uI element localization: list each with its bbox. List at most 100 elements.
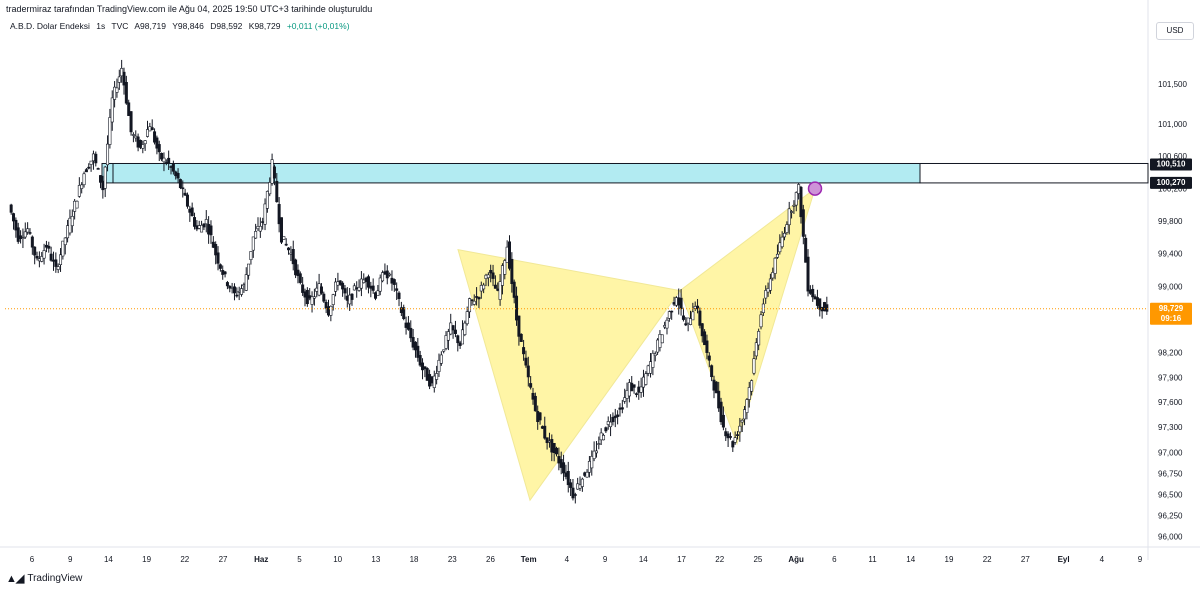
candle-body — [237, 290, 241, 293]
candle-body — [108, 117, 112, 145]
candle-body — [232, 286, 236, 294]
candle-body — [630, 382, 634, 392]
last-price-tag-text: 09:16 — [1161, 314, 1182, 323]
candle-body — [315, 287, 319, 292]
candle-body — [613, 415, 617, 419]
candle-body — [404, 322, 408, 328]
candle-body — [717, 390, 721, 409]
candle-body — [94, 153, 98, 164]
chart-credit: tradermiraz tarafından TradingView.com i… — [6, 4, 373, 14]
y-tick-label: 99,800 — [1158, 217, 1183, 226]
candle-body — [258, 225, 262, 232]
x-tick-label: 6 — [832, 555, 837, 564]
candle-body — [496, 288, 500, 291]
candle-body — [531, 392, 535, 400]
candle-body — [639, 386, 643, 393]
candle-body — [16, 227, 20, 242]
candle-body — [310, 296, 314, 305]
candle-body — [289, 252, 293, 255]
candle-body — [228, 285, 232, 289]
x-tick-label: Haz — [254, 555, 268, 564]
candle-body — [778, 242, 782, 253]
y-tick-label: 101,500 — [1158, 80, 1187, 89]
candle-body — [592, 450, 596, 459]
candle-body — [644, 373, 648, 385]
candle-body — [801, 209, 805, 237]
candle-body — [77, 185, 81, 197]
candle-body — [301, 284, 305, 293]
candle-body — [616, 414, 620, 417]
candle-body — [75, 200, 79, 209]
candle-body — [209, 225, 213, 236]
y-tick-label: 96,750 — [1158, 469, 1183, 478]
candle-body — [61, 240, 65, 257]
candle-body — [341, 282, 345, 290]
x-tick-label: 27 — [1021, 555, 1030, 564]
candle-body — [794, 192, 798, 206]
candle-body — [486, 274, 490, 279]
candle-body — [188, 208, 192, 213]
candle-body — [625, 390, 629, 399]
candle-body — [691, 311, 695, 321]
currency-button[interactable]: USD — [1156, 22, 1194, 40]
candle-body — [287, 247, 291, 251]
candle-body — [411, 336, 415, 348]
candle-body — [19, 235, 23, 240]
tradingview-logo[interactable]: ▲◢ TradingView — [6, 572, 82, 585]
candle-body — [663, 325, 667, 328]
candle-body — [731, 441, 735, 448]
candle-body — [637, 386, 641, 393]
candle-body — [562, 462, 566, 474]
candle-body — [221, 270, 225, 275]
candle-body — [684, 323, 688, 326]
candle-body — [437, 359, 441, 372]
candle-body — [240, 288, 244, 295]
candle-body — [96, 168, 100, 170]
candle-body — [115, 87, 119, 93]
candle-body — [402, 307, 406, 320]
candle-body — [390, 277, 394, 284]
candle-body — [700, 323, 704, 337]
candle-body — [383, 271, 387, 275]
candle-body — [686, 317, 690, 324]
candle-body — [247, 263, 251, 276]
pattern-triangle-xab — [457, 249, 681, 502]
candle-body — [204, 219, 208, 225]
candle-body — [207, 224, 211, 235]
candle-body — [416, 345, 420, 358]
x-tick-label: Tem — [521, 555, 537, 564]
candle-body — [736, 434, 740, 436]
candle-body — [797, 184, 801, 194]
candle-body — [319, 286, 323, 294]
candle-body — [606, 421, 610, 425]
candle-body — [623, 397, 627, 402]
candle-body — [21, 237, 25, 240]
ohlc-open: A98,719 — [134, 21, 166, 31]
x-tick-label: 22 — [715, 555, 724, 564]
candle-body — [348, 294, 352, 305]
candle-body — [254, 231, 258, 239]
candle-body — [334, 281, 338, 292]
candle-body — [120, 68, 124, 77]
candle-body — [291, 249, 295, 265]
candle-body — [505, 246, 509, 263]
candle-body — [677, 297, 681, 306]
y-tick-label: 99,400 — [1158, 250, 1183, 259]
candle-body — [442, 349, 446, 352]
y-tick-label: 100,200 — [1158, 185, 1187, 194]
candle-body — [512, 281, 516, 298]
symbol-name[interactable]: A.B.D. Dolar Endeksi — [10, 21, 90, 31]
x-tick-label: Ağu — [788, 555, 804, 564]
candle-body — [73, 200, 77, 212]
candle-body — [178, 179, 182, 188]
ohlc-close: K98,729 — [248, 21, 281, 31]
candle-body — [40, 256, 44, 262]
candle-body — [733, 437, 737, 443]
candle-body — [160, 152, 164, 160]
candle-body — [498, 281, 502, 300]
candle-body — [366, 276, 370, 288]
candle-body — [423, 366, 427, 370]
candle-body — [167, 157, 171, 164]
candle-body — [482, 284, 486, 290]
